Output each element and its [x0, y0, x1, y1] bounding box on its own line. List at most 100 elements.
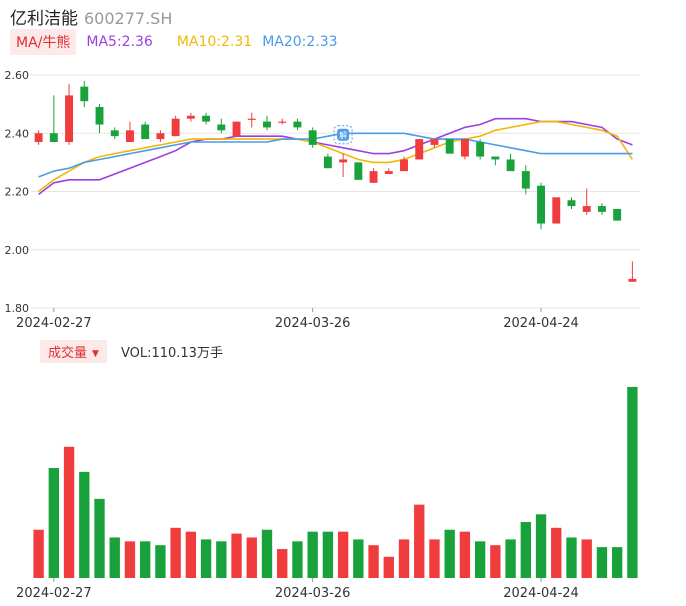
volume-bar	[353, 539, 364, 578]
price-tick-label: 2.00	[5, 244, 30, 257]
volume-indicator-selector[interactable]: 成交量 ▼	[40, 339, 107, 363]
volume-bar	[581, 539, 592, 578]
candle-body	[110, 130, 119, 137]
candle-body	[293, 121, 302, 128]
candle-body	[217, 124, 226, 131]
volume-bar	[535, 514, 547, 578]
candle-body	[263, 121, 271, 128]
volume-bar	[337, 531, 349, 578]
candle-body	[597, 206, 606, 212]
candle-body	[202, 115, 211, 122]
volume-bar	[200, 539, 212, 578]
candle-body	[552, 197, 561, 224]
candle-body	[628, 278, 637, 282]
candle-body	[521, 171, 530, 189]
volume-bar	[185, 531, 197, 578]
volume-bar	[216, 541, 227, 578]
volume-bar	[170, 527, 181, 578]
candle-body	[415, 139, 424, 160]
price-x-tick-label: 2024-02-27	[16, 316, 92, 331]
event-marker-icon	[337, 128, 350, 141]
volume-x-tick-label: 2024-02-27	[16, 586, 92, 601]
price-tick-label: 2.20	[5, 186, 30, 199]
candle-body	[171, 118, 180, 137]
volume-bar	[398, 539, 410, 578]
volume-bar	[444, 529, 455, 578]
candle-body	[460, 139, 469, 157]
price-tick-label: 2.60	[5, 69, 30, 82]
volume-bar	[505, 539, 516, 578]
candle-body	[354, 162, 363, 180]
event-marker-label: 解	[339, 130, 347, 140]
candle-body	[445, 139, 454, 154]
volume-bar	[79, 471, 90, 578]
volume-value: VOL:110.13万手	[120, 345, 223, 361]
candle-body	[506, 159, 515, 172]
candle-body	[537, 185, 545, 224]
candle-body	[476, 141, 485, 157]
price-x-tick-label: 2024-04-24	[503, 316, 579, 331]
volume-bar	[566, 537, 577, 578]
volume-bar	[33, 529, 44, 578]
candle-body	[308, 130, 317, 145]
volume-bar	[611, 547, 623, 578]
volume-bar	[459, 531, 471, 578]
candle-body	[582, 206, 591, 212]
ma5-legend: MA5:2.36	[86, 34, 153, 50]
candle-body	[430, 139, 439, 145]
volume-bar	[490, 545, 501, 578]
candle-body	[400, 159, 408, 172]
ma10-legend: MA10:2.31	[176, 34, 253, 50]
candle-body	[126, 130, 134, 142]
volume-bar	[292, 541, 303, 578]
candle-body	[95, 107, 104, 125]
volume-legend: 成交量 ▼ VOL:110.13万手	[40, 339, 223, 363]
candle-body	[339, 159, 348, 163]
volume-bar	[627, 386, 638, 578]
volume-bar	[261, 529, 273, 578]
event-marker-frame	[333, 125, 353, 145]
price-tick-label: 2.40	[5, 127, 30, 140]
ma-legend: MA/牛熊 MA5:2.36 MA10:2.31 MA20:2.33	[10, 29, 338, 55]
volume-bar	[383, 556, 394, 578]
candle-body	[49, 133, 58, 142]
price-x-tick-label: 2024-03-26	[275, 316, 351, 331]
candle-body	[323, 156, 332, 169]
candle-body	[491, 156, 500, 160]
candle-body	[278, 121, 287, 123]
volume-bar	[474, 541, 486, 578]
volume-x-tick-label: 2024-03-26	[275, 586, 351, 601]
stock-name: 亿利洁能	[10, 9, 78, 29]
volume-bar	[140, 541, 151, 578]
volume-bar	[307, 531, 318, 578]
candle-body	[232, 121, 241, 137]
volume-bar	[596, 547, 608, 578]
volume-bar	[277, 549, 288, 578]
candle-body	[80, 86, 89, 102]
price-tick-label: 1.80	[5, 302, 30, 315]
ma20-line	[38, 132, 633, 178]
volume-bar	[124, 541, 136, 578]
candle-body	[369, 171, 378, 183]
candle-body	[65, 95, 74, 142]
stock-code: 600277.SH	[84, 9, 173, 28]
volume-bar	[109, 537, 120, 578]
ma20-legend: MA20:2.33	[262, 34, 338, 50]
volume-bar	[246, 537, 257, 578]
volume-bar	[231, 533, 242, 578]
volume-bar	[551, 527, 562, 578]
ma5-line	[38, 117, 633, 196]
ma-indicator-selector[interactable]: MA/牛熊	[10, 29, 77, 55]
volume-bar	[429, 539, 440, 578]
ma10-line	[38, 120, 634, 193]
caret-down-icon: ▼	[92, 348, 99, 359]
candle-body	[247, 118, 256, 120]
stock-header: 亿利洁能 600277.SH	[10, 4, 173, 29]
volume-tag-label: 成交量	[48, 345, 88, 361]
candle-body	[34, 133, 43, 142]
volume-bar	[414, 504, 425, 578]
volume-bar	[520, 522, 531, 578]
volume-x-tick-label: 2024-04-24	[503, 586, 579, 601]
candle-body	[156, 133, 165, 140]
